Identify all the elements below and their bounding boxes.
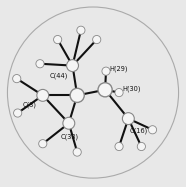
Text: C(16): C(16): [129, 128, 148, 134]
Circle shape: [70, 88, 84, 102]
Circle shape: [14, 109, 22, 117]
Circle shape: [115, 88, 123, 97]
Circle shape: [67, 60, 78, 72]
Circle shape: [148, 126, 157, 134]
Circle shape: [93, 36, 101, 44]
Circle shape: [77, 26, 85, 34]
Circle shape: [37, 89, 49, 101]
Text: C(3): C(3): [22, 101, 36, 108]
Circle shape: [13, 75, 21, 83]
Text: C(44): C(44): [49, 73, 68, 79]
Text: H(29): H(29): [109, 66, 128, 72]
Circle shape: [98, 83, 112, 97]
Circle shape: [54, 36, 62, 44]
Circle shape: [63, 117, 75, 129]
Circle shape: [122, 113, 134, 125]
Text: H(30): H(30): [122, 86, 141, 92]
Circle shape: [36, 60, 44, 68]
Circle shape: [39, 140, 47, 148]
Circle shape: [115, 142, 123, 151]
Text: C(33): C(33): [61, 134, 79, 140]
Circle shape: [73, 148, 81, 156]
Circle shape: [137, 142, 145, 151]
Circle shape: [102, 67, 110, 75]
